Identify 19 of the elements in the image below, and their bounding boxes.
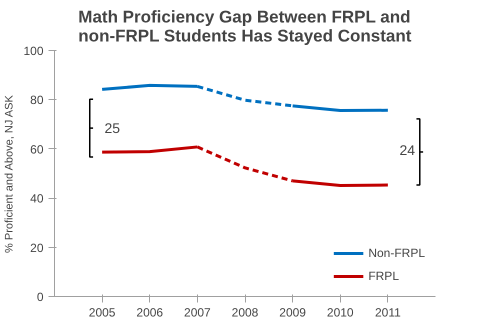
chart-title: Math Proficiency Gap Between FRPL and non-FRPL Students Has Stayed Constant — [78, 8, 412, 46]
x-tick-label: 2007 — [184, 306, 212, 320]
y-tick-label: 80 — [30, 93, 44, 108]
x-tick-label: 2008 — [232, 306, 259, 320]
legend-label: Non-FRPL — [368, 246, 425, 260]
y-tick-label: 0 — [36, 290, 44, 304]
x-tick-label: 2011 — [374, 306, 402, 320]
annotation: 25 — [104, 120, 120, 136]
x-tick-label: 2010 — [326, 306, 354, 320]
x-tick-label: 2009 — [279, 306, 306, 320]
x-tick-label: 2005 — [88, 306, 116, 320]
x-tick-label: 2006 — [136, 306, 164, 320]
y-tick-label: 60 — [30, 142, 44, 156]
legend-label: FRPL — [368, 269, 399, 283]
y-tick-label: 20 — [30, 240, 44, 255]
annotation: 24 — [399, 142, 416, 158]
y-tick-label: 40 — [30, 192, 44, 206]
y-axis-title: % Proficient and Above, NJ ASK — [3, 94, 16, 253]
y-tick-label: 100 — [23, 44, 44, 58]
